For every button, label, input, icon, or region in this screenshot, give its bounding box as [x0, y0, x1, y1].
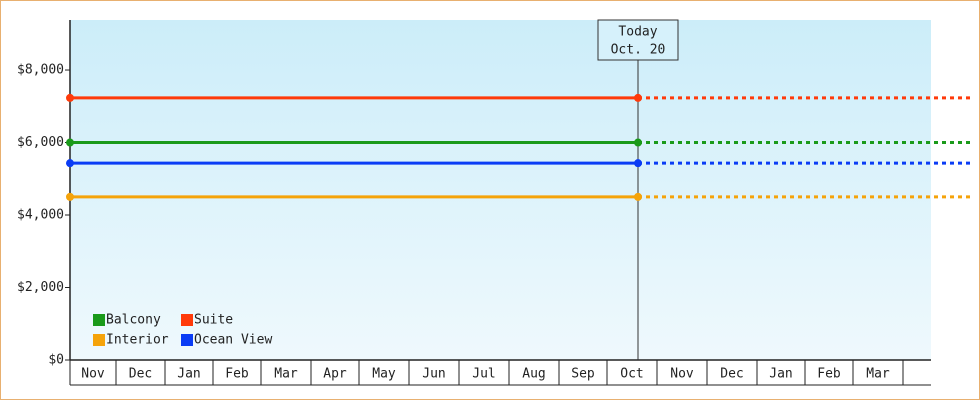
legend-label: Ocean View	[194, 333, 272, 348]
y-tick-label: $4,000	[17, 208, 64, 223]
today-date: Oct. 20	[611, 43, 666, 58]
series-point	[634, 93, 642, 102]
x-tick-label: Jul	[472, 367, 495, 382]
x-tick-label: May	[372, 367, 396, 382]
x-tick-label: Oct	[620, 367, 643, 382]
plot-area	[70, 20, 931, 360]
x-tick-label: Aug	[522, 367, 545, 382]
x-tick-label: Mar	[866, 367, 890, 382]
y-tick-label: $6,000	[17, 135, 64, 150]
x-tick-label: Apr	[323, 367, 347, 382]
series-point	[66, 159, 74, 168]
y-tick-label: $0	[48, 353, 64, 368]
series-point	[66, 138, 74, 147]
x-tick-label: Dec	[720, 367, 743, 382]
series-point	[634, 192, 642, 201]
x-tick-label: Nov	[670, 367, 694, 382]
legend-swatch	[181, 314, 193, 326]
series-point	[66, 93, 74, 102]
y-tick-label: $8,000	[17, 63, 64, 78]
x-tick-label: Feb	[817, 367, 841, 382]
x-tick-label: Jun	[422, 367, 445, 382]
x-tick-label: Nov	[81, 367, 105, 382]
x-tick-label: Dec	[129, 367, 152, 382]
legend-label: Balcony	[106, 313, 161, 328]
y-tick-label: $2,000	[17, 280, 64, 295]
x-tick-label: Mar	[274, 367, 298, 382]
legend-swatch	[93, 314, 105, 326]
x-tick-label: Feb	[225, 367, 249, 382]
today-box	[597, 19, 679, 61]
series-point	[634, 138, 642, 147]
x-tick-label: Jan	[177, 367, 200, 382]
series-point	[634, 159, 642, 168]
legend-swatch	[181, 334, 193, 346]
legend-label: Interior	[106, 333, 169, 348]
x-tick-label: Jan	[769, 367, 792, 382]
x-tick-label: Sep	[571, 367, 595, 382]
legend-label: Suite	[194, 313, 233, 328]
series-point	[66, 192, 74, 201]
legend-swatch	[93, 334, 105, 346]
today-label: Today	[618, 25, 657, 40]
